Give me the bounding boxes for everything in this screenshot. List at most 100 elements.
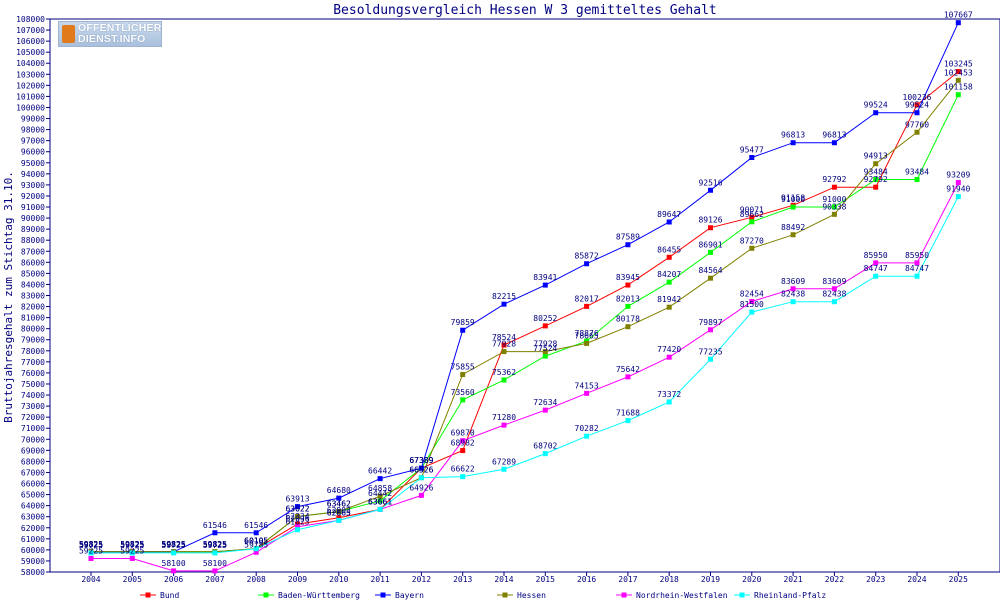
y-tick-label: 98000 xyxy=(21,126,45,135)
y-tick-label: 63000 xyxy=(21,513,45,522)
data-label: 79897 xyxy=(698,318,722,327)
data-point xyxy=(790,232,796,238)
legend-label: Rheinland-Pfalz xyxy=(754,591,826,600)
data-label: 87589 xyxy=(616,233,640,242)
x-tick-label: 2012 xyxy=(412,575,431,584)
data-label: 60105 xyxy=(244,537,268,546)
data-label: 64858 xyxy=(368,484,392,493)
data-point xyxy=(831,140,837,146)
data-point xyxy=(171,550,177,556)
y-tick-label: 76000 xyxy=(21,369,45,378)
y-tick-label: 105000 xyxy=(16,48,45,57)
data-label: 103245 xyxy=(944,60,973,69)
data-label: 86901 xyxy=(698,240,722,249)
data-label: 82454 xyxy=(740,290,764,299)
x-tick-label: 2009 xyxy=(288,575,307,584)
data-label: 99524 xyxy=(905,101,929,110)
data-point xyxy=(295,513,300,519)
y-tick-label: 67000 xyxy=(21,468,45,477)
data-point xyxy=(873,260,879,266)
data-label: 77235 xyxy=(698,347,722,356)
data-label: 61546 xyxy=(244,521,268,530)
y-tick-label: 82000 xyxy=(21,303,45,312)
legend-marker xyxy=(380,592,386,598)
logo-line-2: DIENST.INFO xyxy=(78,33,146,45)
data-label: 82013 xyxy=(616,294,640,303)
data-label: 75362 xyxy=(492,368,516,377)
data-label: 60105 xyxy=(244,537,268,546)
data-point xyxy=(625,303,631,309)
data-label: 67389 xyxy=(409,456,433,465)
data-point xyxy=(295,524,300,530)
x-tick-label: 2011 xyxy=(370,575,389,584)
data-label: 77928 xyxy=(492,340,516,349)
data-point xyxy=(873,110,879,116)
y-tick-label: 85000 xyxy=(21,269,45,278)
data-point xyxy=(212,530,218,536)
x-tick-label: 2019 xyxy=(701,575,720,584)
y-tick-label: 60000 xyxy=(21,546,45,555)
data-point xyxy=(666,399,672,405)
data-point xyxy=(253,549,259,555)
data-label: 92792 xyxy=(864,175,888,184)
data-label: 81500 xyxy=(740,300,764,309)
data-point xyxy=(542,323,548,329)
data-label: 63462 xyxy=(327,500,351,509)
y-tick-label: 58000 xyxy=(21,568,45,577)
data-label: 63462 xyxy=(327,500,351,509)
series-line xyxy=(91,71,959,553)
y-tick-label: 102000 xyxy=(16,81,45,90)
y-tick-label: 99000 xyxy=(21,115,45,124)
data-point xyxy=(831,211,837,217)
data-point xyxy=(460,397,466,403)
series-line xyxy=(91,196,959,554)
data-point xyxy=(336,509,342,515)
data-label: 59825 xyxy=(79,540,103,549)
data-point xyxy=(666,279,672,285)
x-tick-label: 2024 xyxy=(907,575,926,584)
y-tick-label: 95000 xyxy=(21,159,45,168)
data-label: 90338 xyxy=(822,202,846,211)
x-tick-label: 2014 xyxy=(494,575,513,584)
data-point xyxy=(542,353,548,359)
data-point xyxy=(790,140,796,146)
y-tick-label: 100000 xyxy=(16,103,45,112)
data-point xyxy=(584,340,590,346)
data-label: 107667 xyxy=(944,11,973,20)
data-point xyxy=(749,245,755,251)
data-point xyxy=(708,327,713,333)
data-point xyxy=(914,177,920,183)
data-point xyxy=(584,433,590,439)
y-axis: 58000 59000 60000 61000 62000 63000 64000 65000… xyxy=(16,15,50,577)
legend-marker xyxy=(263,592,269,598)
data-label: 59825 xyxy=(162,540,186,549)
data-point xyxy=(336,495,342,501)
data-point xyxy=(377,506,383,512)
legend-marker xyxy=(502,592,508,598)
data-label: 87270 xyxy=(740,236,764,245)
y-tick-label: 64000 xyxy=(21,502,45,511)
data-label: 99524 xyxy=(864,101,888,110)
data-label: 59825 xyxy=(120,540,144,549)
data-point xyxy=(666,354,672,360)
data-point xyxy=(501,422,507,428)
data-point xyxy=(501,301,507,307)
y-tick-label: 88000 xyxy=(21,236,45,245)
data-point xyxy=(542,407,548,413)
data-point xyxy=(460,438,466,444)
data-point xyxy=(460,372,466,378)
y-tick-label: 81000 xyxy=(21,314,45,323)
y-tick-label: 61000 xyxy=(21,535,45,544)
y-tick-label: 70000 xyxy=(21,435,45,444)
data-label: 59785 xyxy=(244,540,268,549)
data-label: 95477 xyxy=(740,146,764,155)
data-label: 62665 xyxy=(327,508,351,517)
data-point xyxy=(336,515,342,521)
y-tick-label: 108000 xyxy=(16,15,45,24)
data-point xyxy=(666,254,672,260)
data-point xyxy=(501,377,507,383)
data-label: 84207 xyxy=(657,270,681,279)
data-point xyxy=(253,530,259,536)
data-label: 89662 xyxy=(740,210,764,219)
data-point xyxy=(542,282,548,288)
